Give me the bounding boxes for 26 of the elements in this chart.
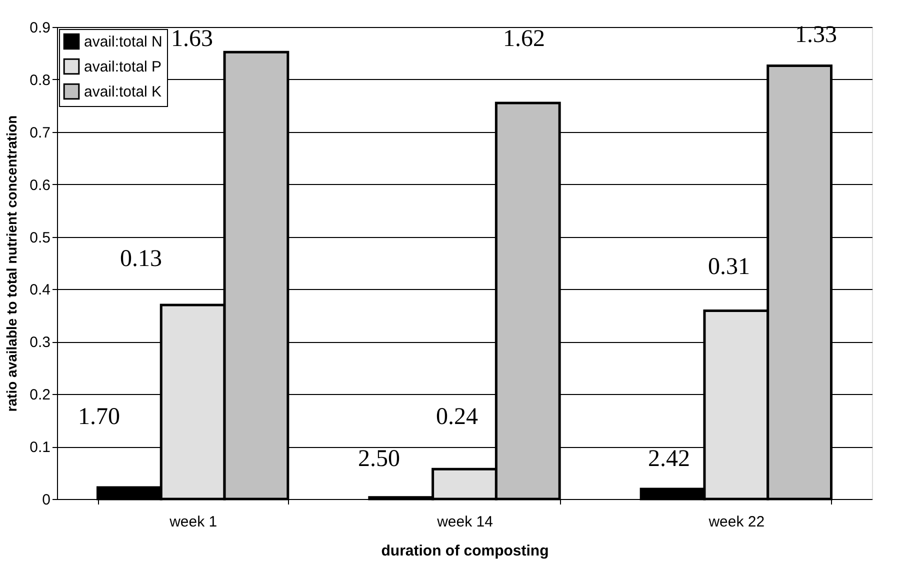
annotation: 1.63 [171,26,213,52]
annotation: 1.62 [503,26,545,52]
legend-label: avail:total N [84,34,162,50]
y-tick-label: 0.1 [30,439,50,456]
annotation: 2.42 [648,446,690,472]
y-tick-label: 0.3 [30,334,50,352]
annotation: 0.24 [436,404,478,430]
y-tick-label: 0.4 [30,282,50,299]
y-tick-label: 0.8 [30,72,50,89]
y-tick-label: 0.2 [30,386,50,404]
x-axis-title: duration of composting [381,542,549,560]
y-tick-label: 0.5 [30,229,50,246]
annotation: 2.50 [358,446,400,472]
annotation: 0.13 [120,246,162,272]
y-tick-label: 0.6 [30,176,50,194]
y-axis-title: ratio available to total nutrient concentration [4,115,20,412]
y-tick-label: 0.9 [30,20,50,36]
legend-label: avail:total K [84,84,162,100]
annotation: 0.31 [708,254,750,280]
legend-label: avail:total P [84,58,162,76]
x-tick-label: week 1 [168,514,218,530]
annotation: 1.70 [78,404,120,430]
x-tick-label: week 14 [436,514,493,530]
x-tick-label: week 22 [708,514,765,530]
y-tick-label: 0.7 [30,124,50,142]
y-tick-label: 0 [42,492,50,508]
